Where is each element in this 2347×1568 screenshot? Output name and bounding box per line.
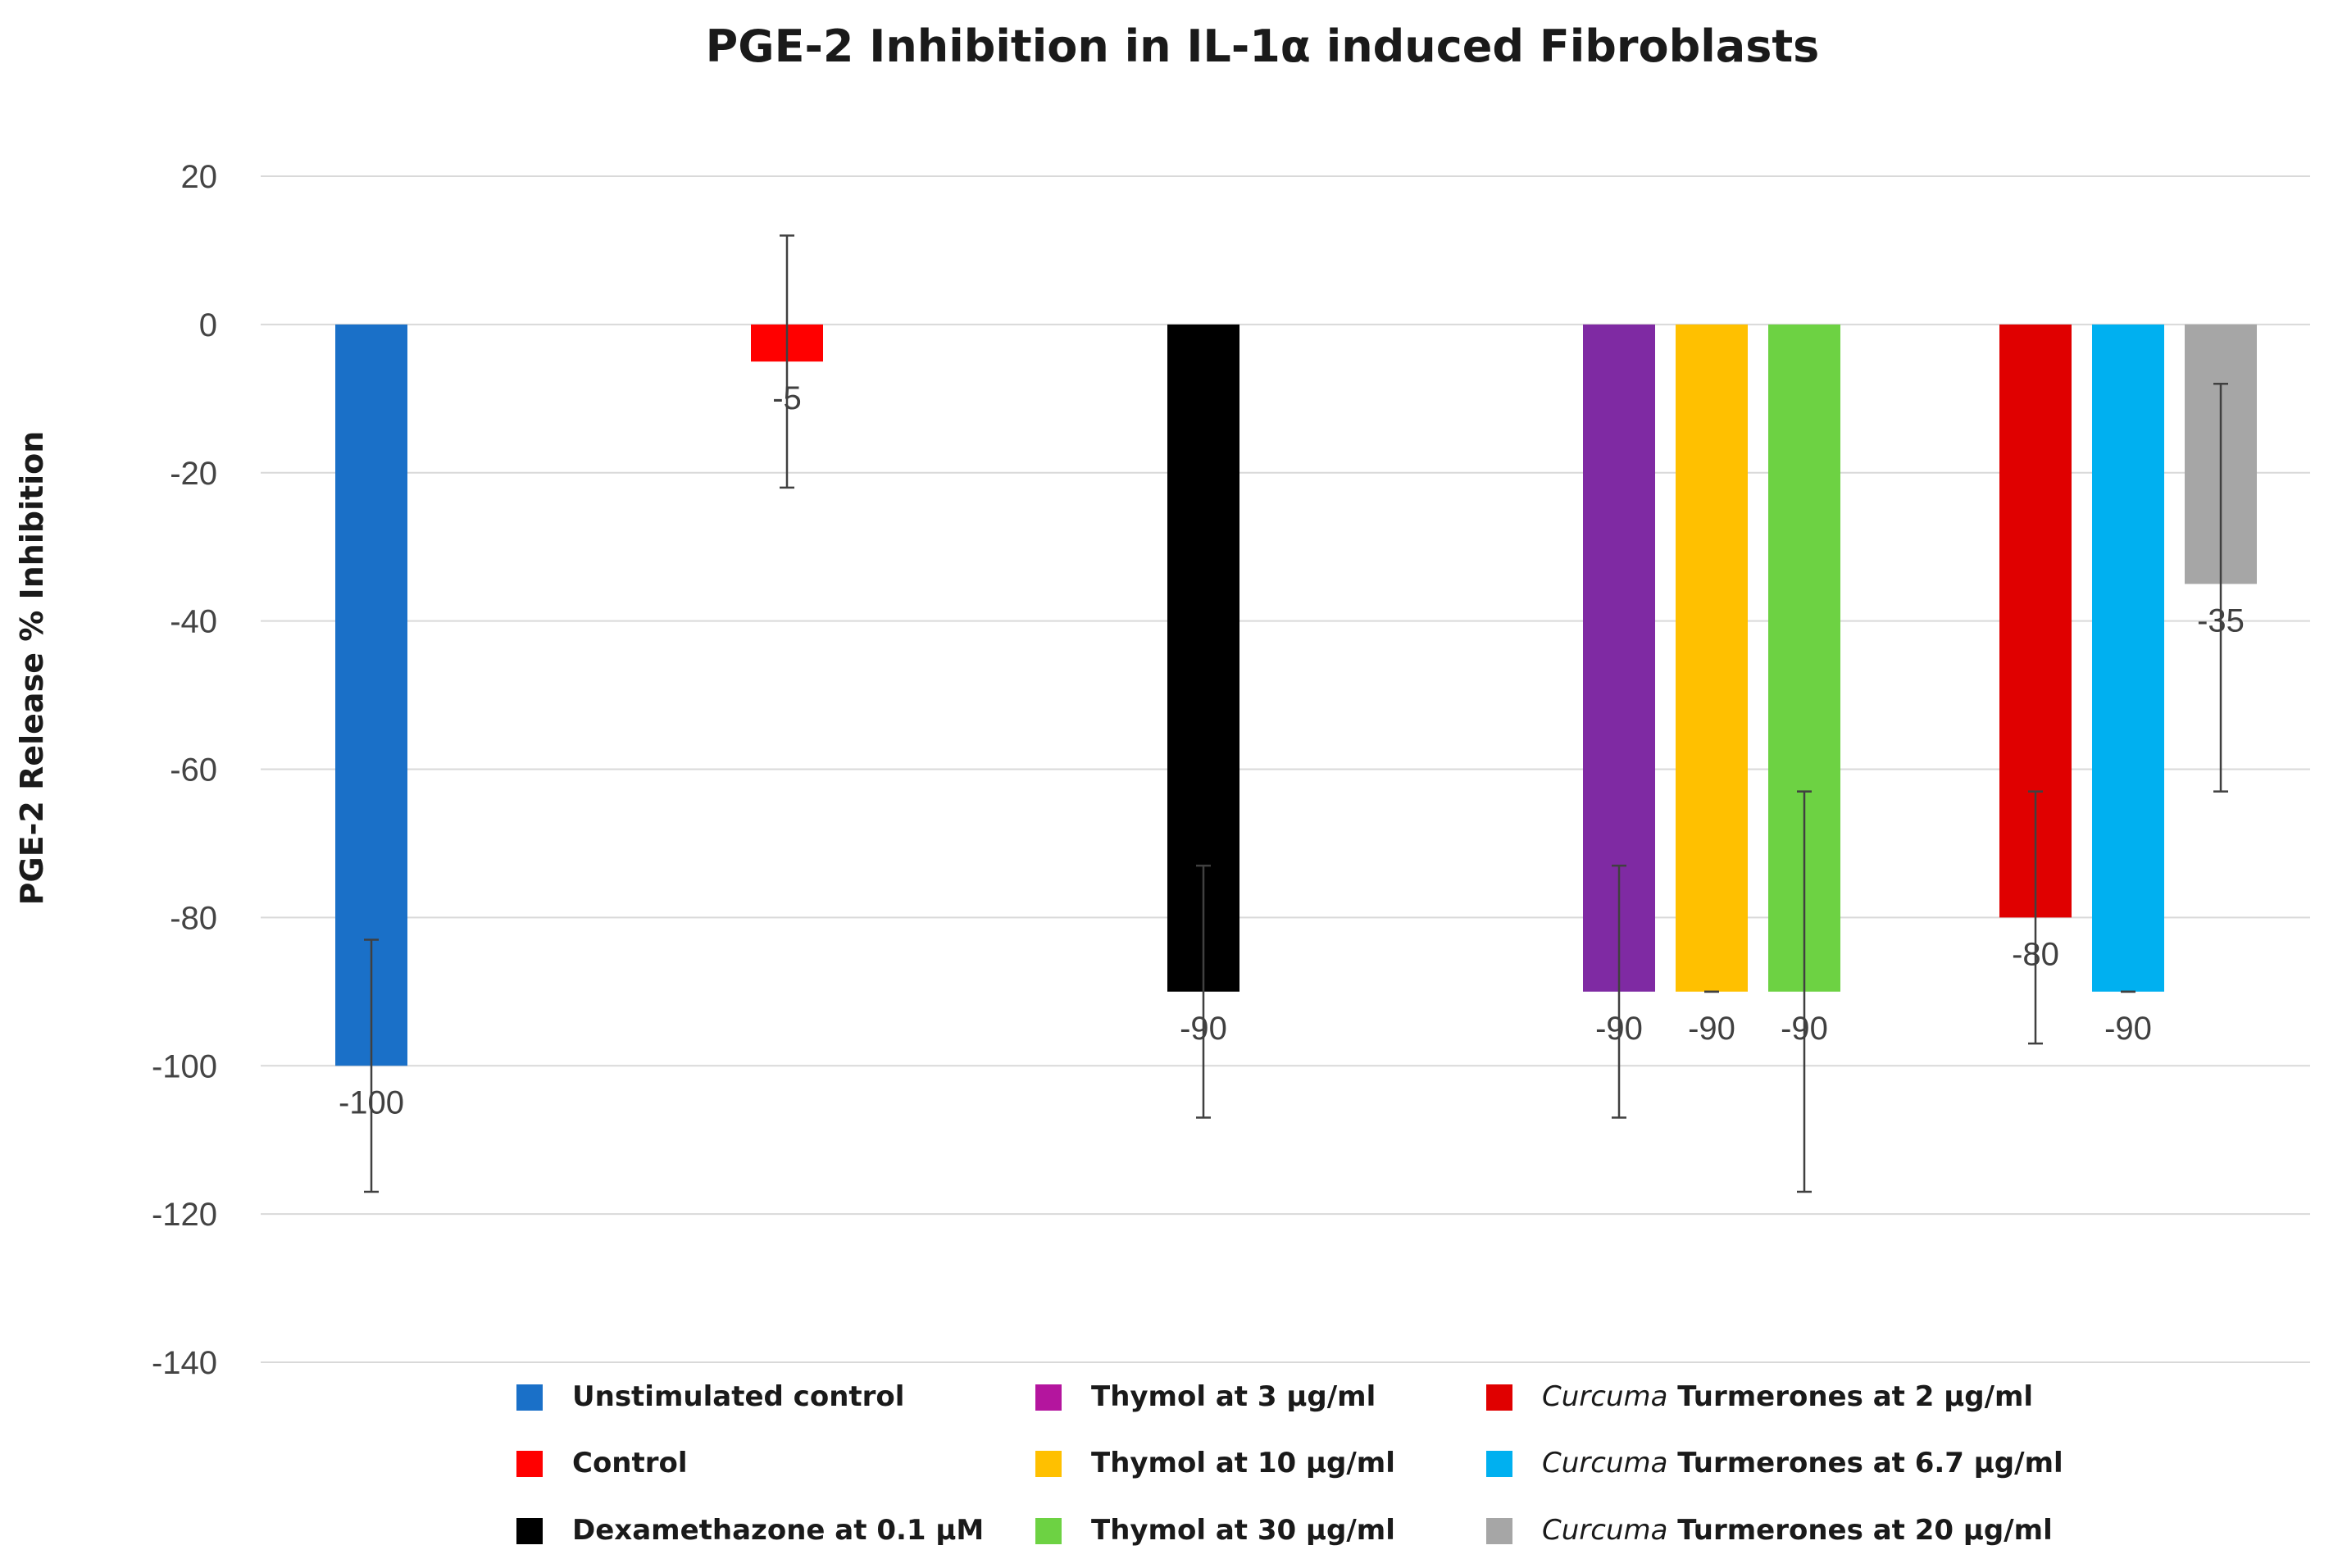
y-tick-label: -20 [170, 456, 217, 492]
legend-label: Curcuma Turmerones at 6.7 μg/ml [1542, 1447, 2063, 1479]
legend-label: Thymol at 3 μg/ml [1091, 1380, 1376, 1413]
legend-item: Thymol at 30 μg/ml [1035, 1514, 1395, 1547]
bar [2092, 324, 2164, 992]
data-label: -5 [772, 380, 802, 416]
y-tick-label: 0 [199, 307, 217, 343]
error-bar [364, 939, 379, 1193]
legend-item: Curcuma Turmerones at 6.7 μg/ml [1486, 1447, 2063, 1479]
legend-swatch [1035, 1451, 1062, 1477]
data-label: -100 [339, 1084, 404, 1120]
y-tick-label: -80 [170, 900, 217, 936]
error-bar [1612, 864, 1626, 1119]
data-label: -35 [2197, 602, 2245, 639]
legend-swatch [1486, 1451, 1512, 1477]
legend: Unstimulated control Control Dexamethazone… [516, 1380, 2063, 1547]
data-labels: -100 -5 -90 -90 -90 -90 -80 -90 -35 [339, 380, 2245, 1120]
legend-label: Unstimulated control [572, 1380, 904, 1413]
legend-label: Dexamethazone at 0.1 μM [572, 1514, 984, 1547]
y-axis-ticks: 20 0 -20 -40 -60 -80 -100 -120 -140 [152, 159, 217, 1381]
error-bar [2213, 382, 2228, 793]
legend-label: Control [572, 1447, 688, 1479]
data-label: -80 [2012, 936, 2059, 972]
error-bars [364, 234, 2228, 1193]
y-axis-label: PGE-2 Release % Inhibition [14, 431, 50, 906]
legend-item: Curcuma Turmerones at 20 μg/ml [1486, 1514, 2053, 1547]
legend-swatch [1486, 1518, 1512, 1544]
data-label: -90 [1688, 1011, 1735, 1047]
error-bar [2028, 790, 2043, 1045]
y-tick-label: -140 [152, 1345, 217, 1381]
error-bar [1196, 864, 1211, 1119]
legend-swatch [1035, 1384, 1062, 1411]
data-label: -90 [2104, 1011, 2152, 1047]
legend-swatch [516, 1451, 543, 1477]
y-tick-label: 20 [181, 159, 218, 195]
legend-label: Thymol at 10 μg/ml [1091, 1447, 1395, 1479]
legend-label: Curcuma Turmerones at 2 μg/ml [1542, 1380, 2033, 1413]
legend-swatch [1035, 1518, 1062, 1544]
legend-item: Curcuma Turmerones at 2 μg/ml [1486, 1380, 2033, 1413]
error-bar [780, 234, 794, 489]
legend-swatch [516, 1384, 543, 1411]
chart-title: PGE-2 Inhibition in IL-1α induced Fibrob… [706, 20, 1820, 72]
legend-swatch [516, 1518, 543, 1544]
legend-item: Dexamethazone at 0.1 μM [516, 1514, 984, 1547]
data-label: -90 [1781, 1011, 1828, 1047]
bar [1676, 324, 1748, 992]
y-tick-label: -60 [170, 752, 217, 789]
data-label: -90 [1595, 1011, 1643, 1047]
bars [335, 324, 2257, 1066]
y-tick-label: -100 [152, 1048, 217, 1084]
legend-item: Thymol at 10 μg/ml [1035, 1447, 1395, 1479]
error-bar [1797, 790, 1812, 1193]
legend-item: Unstimulated control [516, 1380, 904, 1413]
legend-item: Control [516, 1447, 688, 1479]
legend-swatch [1486, 1384, 1512, 1411]
y-tick-label: -120 [152, 1197, 217, 1233]
gridlines [261, 175, 2310, 1363]
data-label: -90 [1180, 1011, 1227, 1047]
legend-label: Curcuma Turmerones at 20 μg/ml [1542, 1514, 2053, 1547]
legend-item: Thymol at 3 μg/ml [1035, 1380, 1376, 1413]
y-tick-label: -40 [170, 604, 217, 640]
legend-label: Thymol at 30 μg/ml [1091, 1514, 1395, 1547]
